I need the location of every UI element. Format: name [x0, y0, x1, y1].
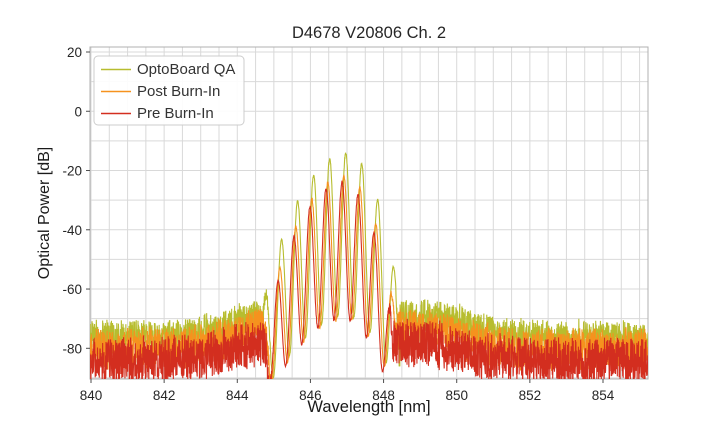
svg-text:-60: -60 [62, 282, 82, 297]
svg-text:844: 844 [226, 388, 249, 403]
svg-text:-20: -20 [62, 164, 82, 179]
svg-text:20: 20 [67, 45, 82, 60]
svg-text:-80: -80 [62, 341, 82, 356]
svg-text:Pre Burn-In: Pre Burn-In [137, 105, 214, 122]
svg-text:852: 852 [519, 388, 542, 403]
svg-text:-40: -40 [62, 223, 82, 238]
svg-text:850: 850 [445, 388, 468, 403]
svg-text:OptoBoard QA: OptoBoard QA [137, 61, 235, 78]
svg-text:854: 854 [592, 388, 615, 403]
svg-text:0: 0 [74, 104, 82, 119]
svg-text:D4678 V20806 Ch. 2: D4678 V20806 Ch. 2 [292, 24, 446, 42]
svg-text:840: 840 [80, 388, 103, 403]
svg-text:Wavelength [nm]: Wavelength [nm] [307, 398, 430, 416]
svg-text:842: 842 [153, 388, 176, 403]
svg-text:Post Burn-In: Post Burn-In [137, 83, 220, 100]
svg-text:Optical Power [dB]: Optical Power [dB] [36, 147, 53, 280]
